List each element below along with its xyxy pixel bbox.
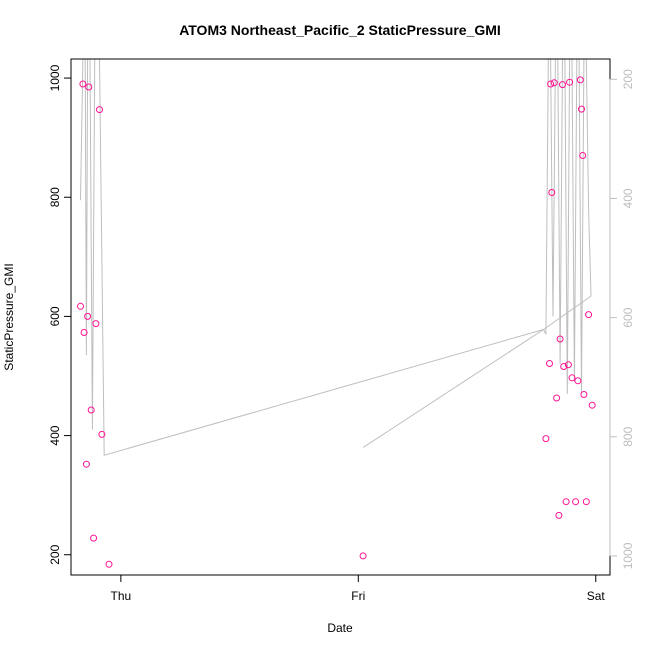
data-point [566, 78, 574, 86]
data-point [574, 377, 582, 385]
y-tick-label: 600 [48, 306, 62, 326]
data-point [580, 391, 588, 398]
data-point [82, 460, 90, 468]
y-tick-label: 1000 [48, 64, 62, 91]
y-tick-label: 800 [48, 187, 62, 207]
y-tick-label: 400 [48, 425, 62, 445]
data-point [105, 560, 113, 568]
y-tick-label: 200 [48, 544, 62, 564]
data-point [548, 189, 556, 196]
y2-tick-label: 400 [621, 188, 635, 208]
data-point [579, 152, 587, 159]
data-point [553, 394, 561, 402]
y-axis: 200 400 600 800 1000 [48, 64, 72, 565]
x-tick-label: Fri [351, 589, 365, 603]
chart-title: ATOM3 Northeast_Pacific_2 StaticPressure… [179, 22, 501, 38]
data-point [556, 335, 564, 343]
data-point [572, 498, 580, 506]
series-line-2 [362, 295, 592, 448]
data-point [84, 312, 92, 320]
y2-tick-label: 800 [621, 426, 635, 446]
data-point [578, 105, 585, 113]
data-point [542, 435, 550, 443]
data-point [80, 329, 88, 336]
data-point [564, 361, 572, 369]
plot-area [77, 59, 596, 568]
y2-tick-label: 600 [621, 307, 635, 327]
data-point [559, 81, 566, 89]
x-axis-label: Date [327, 621, 353, 635]
data-point [555, 511, 563, 519]
y2-axis: 200 400 600 800 1000 [609, 69, 635, 569]
x-axis: Thu Fri Sat [111, 574, 606, 603]
data-point [546, 360, 553, 367]
data-point [568, 374, 576, 382]
data-point [79, 80, 87, 88]
data-point [90, 534, 98, 542]
data-point [85, 83, 93, 91]
data-point [582, 498, 590, 506]
data-point [585, 311, 593, 319]
data-point [560, 363, 568, 370]
series-line-1 [80, 59, 592, 456]
y2-tick-label: 1000 [621, 542, 635, 569]
data-point [588, 401, 596, 409]
data-point [92, 320, 100, 328]
data-point [576, 76, 584, 84]
data-point [96, 106, 103, 114]
x-tick-label: Sat [587, 589, 606, 603]
y-axis-label: StaticPressure_GMI [2, 263, 16, 370]
data-point [87, 406, 95, 414]
x-tick-label: Thu [111, 589, 132, 603]
data-point [98, 430, 106, 438]
data-point [550, 79, 558, 87]
y2-tick-label: 200 [621, 69, 635, 89]
data-point [547, 80, 555, 88]
data-point [77, 302, 84, 310]
data-point [562, 498, 570, 506]
data-point [359, 552, 367, 560]
